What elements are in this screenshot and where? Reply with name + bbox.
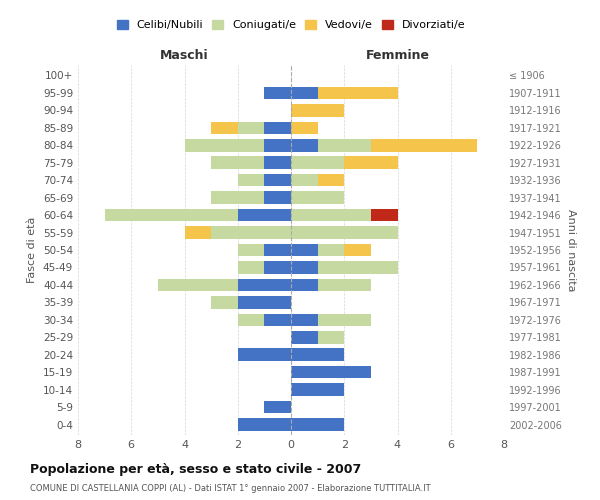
Bar [291, 174, 317, 186]
Bar [265, 139, 291, 151]
Bar [317, 86, 398, 99]
Bar [291, 331, 317, 344]
Text: Maschi: Maschi [160, 50, 209, 62]
Bar [291, 104, 344, 117]
Bar [185, 226, 211, 239]
Bar [317, 244, 344, 256]
Bar [344, 156, 398, 169]
Bar [344, 244, 371, 256]
Bar [238, 314, 265, 326]
Bar [238, 209, 291, 222]
Bar [265, 86, 291, 99]
Bar [238, 244, 265, 256]
Bar [265, 122, 291, 134]
Bar [291, 86, 317, 99]
Bar [158, 278, 238, 291]
Bar [238, 348, 291, 361]
Bar [317, 174, 344, 186]
Y-axis label: Fasce di età: Fasce di età [28, 217, 37, 283]
Bar [371, 209, 398, 222]
Bar [371, 139, 478, 151]
Bar [238, 296, 291, 308]
Bar [238, 261, 265, 274]
Bar [211, 156, 265, 169]
Bar [317, 261, 398, 274]
Bar [291, 156, 344, 169]
Bar [291, 244, 317, 256]
Text: Femmine: Femmine [365, 50, 430, 62]
Bar [104, 209, 238, 222]
Bar [317, 331, 344, 344]
Bar [291, 348, 344, 361]
Y-axis label: Anni di nascita: Anni di nascita [566, 209, 575, 291]
Bar [291, 122, 317, 134]
Bar [265, 261, 291, 274]
Bar [291, 226, 398, 239]
Bar [238, 122, 265, 134]
Bar [291, 192, 344, 204]
Bar [211, 226, 291, 239]
Bar [265, 174, 291, 186]
Text: Popolazione per età, sesso e stato civile - 2007: Popolazione per età, sesso e stato civil… [30, 462, 361, 475]
Bar [265, 401, 291, 413]
Bar [291, 418, 344, 431]
Bar [291, 366, 371, 378]
Legend: Celibi/Nubili, Coniugati/e, Vedovi/e, Divorziati/e: Celibi/Nubili, Coniugati/e, Vedovi/e, Di… [112, 15, 470, 34]
Bar [291, 261, 317, 274]
Bar [238, 418, 291, 431]
Bar [238, 174, 265, 186]
Bar [317, 139, 371, 151]
Bar [317, 278, 371, 291]
Bar [265, 244, 291, 256]
Bar [238, 278, 291, 291]
Bar [185, 139, 265, 151]
Bar [211, 192, 265, 204]
Bar [291, 278, 317, 291]
Bar [317, 314, 371, 326]
Bar [265, 314, 291, 326]
Bar [291, 314, 317, 326]
Bar [265, 192, 291, 204]
Bar [265, 156, 291, 169]
Bar [291, 209, 371, 222]
Text: COMUNE DI CASTELLANIA COPPI (AL) - Dati ISTAT 1° gennaio 2007 - Elaborazione TUT: COMUNE DI CASTELLANIA COPPI (AL) - Dati … [30, 484, 431, 493]
Bar [291, 384, 344, 396]
Bar [291, 139, 317, 151]
Bar [211, 122, 238, 134]
Bar [211, 296, 238, 308]
